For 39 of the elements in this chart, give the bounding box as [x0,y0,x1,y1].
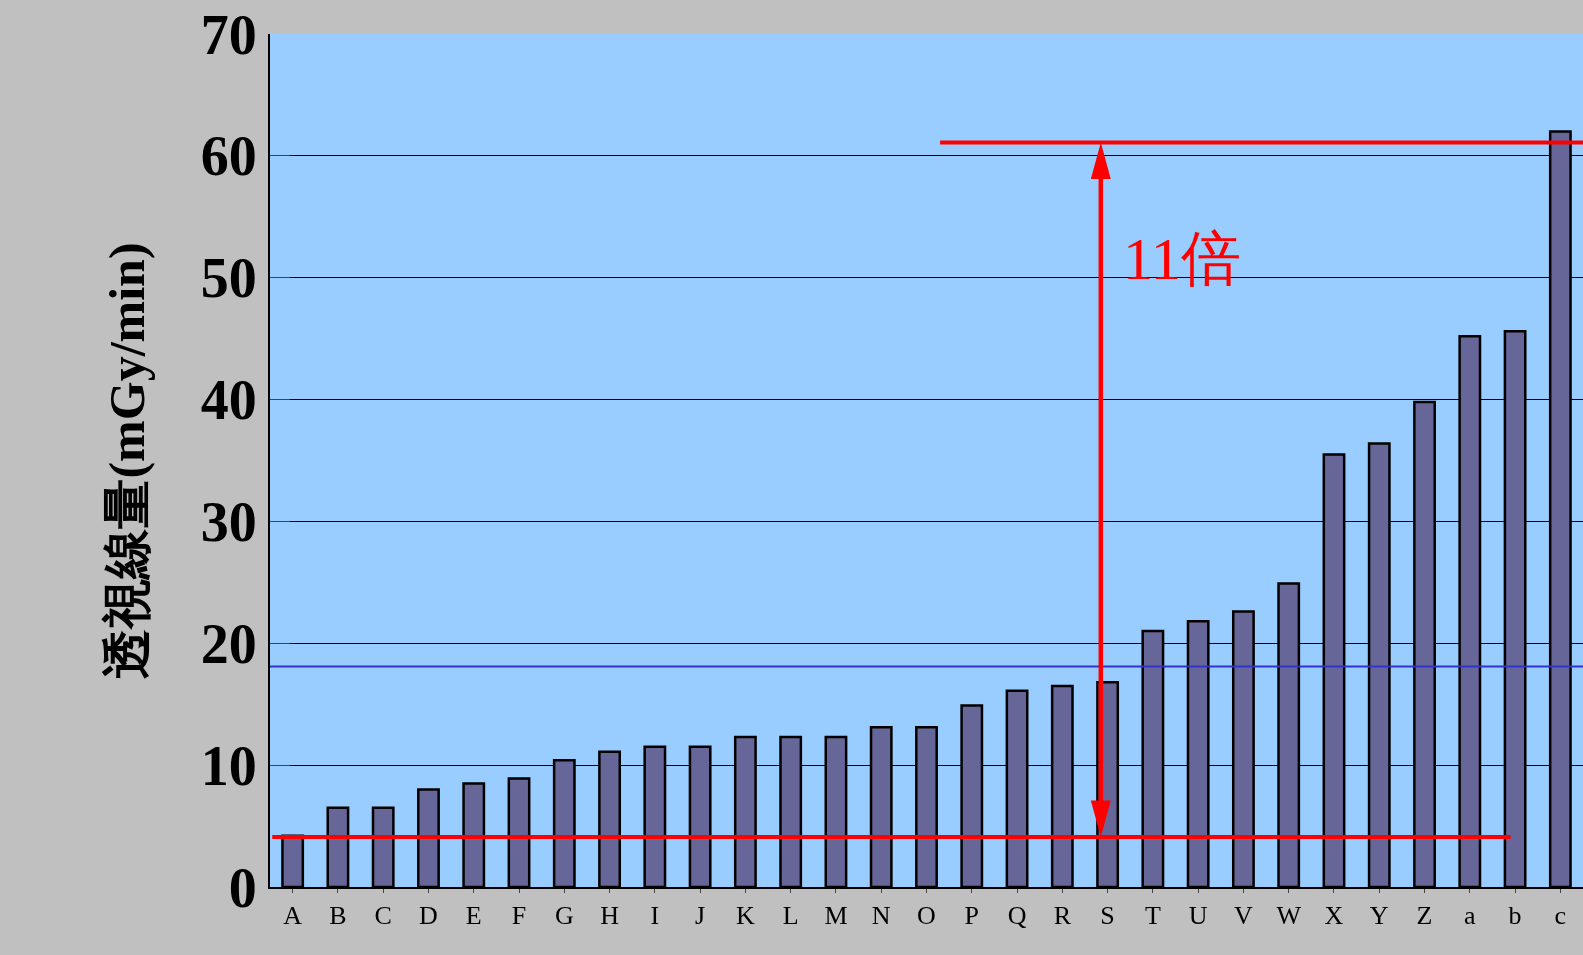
y-tick-label: 70 [200,3,257,66]
x-tick-label: C [374,901,392,931]
x-tick-label: W [1276,901,1302,931]
y-tick-label: 30 [200,491,257,554]
x-tick-label: S [1100,901,1115,931]
y-tick-label: 40 [200,369,257,432]
x-tick-label: Y [1369,901,1389,931]
x-tick-label: V [1234,901,1254,931]
x-tick-label: b [1508,901,1522,931]
x-tick-label: H [600,901,620,931]
x-tick-label: M [824,901,848,931]
x-tick-label: T [1144,901,1161,931]
x-tick-label: A [283,901,303,931]
x-tick-label: D [419,901,438,931]
x-tick-label: c [1554,901,1567,931]
x-tick-label: a [1464,901,1477,931]
y-tick-label: 50 [200,247,257,310]
annotation: 11倍 [1123,226,1241,292]
x-tick-label: F [511,901,527,931]
y-tick-label: 0 [228,856,257,919]
x-tick-label: O [917,901,936,931]
y-axis-title: 透視線量(mGy/min) [99,242,156,679]
y-tick-label: 20 [200,612,257,675]
x-tick-label: Z [1416,901,1433,931]
x-tick-label: U [1188,901,1208,931]
x-tick-label: K [736,901,756,931]
x-tick-label: X [1324,901,1344,931]
y-tick-label: 60 [200,125,257,188]
x-tick-label: B [329,901,347,931]
x-tick-label: E [465,901,482,931]
x-tick-label: N [871,901,891,931]
x-tick-label: R [1053,901,1072,931]
x-tick-label: I [650,901,660,931]
x-tick-label: J [695,901,706,931]
x-tick-label: P [964,901,980,931]
x-tick-label: G [554,901,574,931]
y-tick-label: 10 [200,734,257,797]
x-tick-label: L [782,901,799,931]
x-tick-label: Q [1007,901,1027,931]
